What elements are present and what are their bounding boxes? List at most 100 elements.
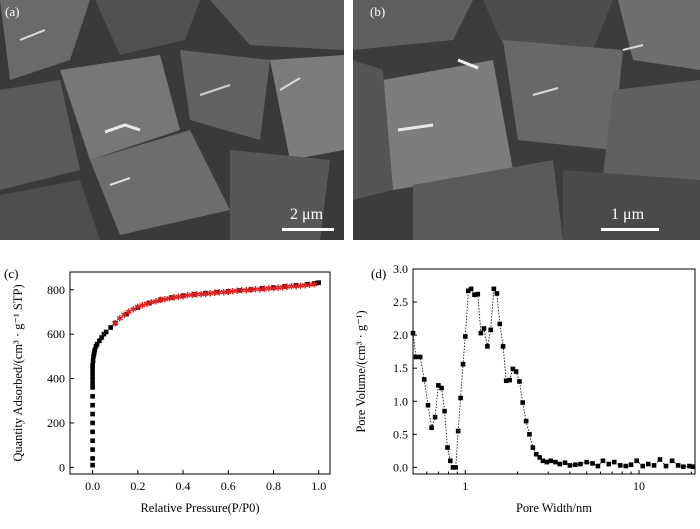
data-point-star: ✱ <box>301 281 309 291</box>
data-point <box>192 292 197 297</box>
y-tick-label: 600 <box>47 327 65 341</box>
y-axis-label: Quantity Adsorbed/(cm³ · g⁻¹ STP) <box>11 284 25 461</box>
data-point-star: ✱ <box>229 286 237 296</box>
data-point <box>669 458 675 464</box>
data-point-star: ✱ <box>179 291 187 301</box>
data-point <box>248 287 254 292</box>
data-point <box>468 286 474 292</box>
sem-image-b: (b) 1 μm <box>353 0 700 240</box>
data-point-star: ✱ <box>297 281 305 291</box>
data-point <box>169 295 175 300</box>
data-point <box>282 284 288 289</box>
data-point-star: ✱ <box>215 287 223 297</box>
data-point <box>429 425 434 431</box>
data-point <box>497 321 503 327</box>
data-point <box>523 418 529 424</box>
pore-distribution-chart: 0.0 0.5 1.0 1.5 2.0 2.5 3.0 1 10 Pore Width/nm Por… <box>354 262 696 515</box>
y-tick-label: 400 <box>47 372 65 386</box>
data-point <box>90 402 95 408</box>
data-point <box>690 464 696 470</box>
data-point <box>92 347 98 352</box>
data-point <box>293 283 299 288</box>
data-point <box>448 458 453 464</box>
data-point <box>271 285 276 290</box>
data-point <box>158 297 163 303</box>
data-point <box>417 354 423 360</box>
data-point <box>617 463 623 468</box>
data-point <box>527 432 532 437</box>
data-point <box>651 463 657 468</box>
data-point <box>90 462 95 468</box>
y-tick-label: 0 <box>59 460 65 474</box>
y-tick-label: 800 <box>47 283 65 297</box>
data-point <box>578 461 583 467</box>
data-point-star: ✱ <box>220 287 228 297</box>
y-tick-label: 2.5 <box>393 295 408 309</box>
data-point <box>517 379 522 384</box>
data-point <box>146 300 152 306</box>
data-point <box>316 280 321 285</box>
data-point-star: ✱ <box>175 292 183 302</box>
data-point-star: ✱ <box>243 285 251 295</box>
data-point-star: ✱ <box>211 288 219 298</box>
data-point <box>99 335 104 340</box>
data-point <box>225 289 231 294</box>
data-point <box>112 320 118 326</box>
data-point <box>663 463 669 469</box>
data-point <box>90 367 95 372</box>
y-tick-label: 2.0 <box>393 328 408 342</box>
data-point <box>90 362 95 368</box>
scale-bar-b <box>601 228 659 231</box>
data-point <box>590 461 595 466</box>
data-point <box>573 462 578 468</box>
data-point <box>462 334 468 339</box>
data-point-star: ✱ <box>139 300 147 310</box>
data-point-star: ✱ <box>148 297 156 307</box>
data-point <box>675 463 681 468</box>
y-axis-label: Pore Volume/(cm³ · g⁻¹) <box>354 310 368 432</box>
data-point-star: ✱ <box>279 282 287 292</box>
data-point <box>90 358 96 364</box>
data-point <box>94 341 100 347</box>
data-point <box>687 463 692 469</box>
data-point <box>478 330 484 336</box>
data-point-star: ✱ <box>120 310 128 320</box>
data-point <box>90 376 95 381</box>
data-point-star: ✱ <box>288 282 296 292</box>
data-point-star: ✱ <box>247 285 255 295</box>
data-point-star: ✱ <box>197 289 205 299</box>
data-point-star: ✱ <box>157 295 165 305</box>
data-point <box>458 395 463 401</box>
data-point-star: ✱ <box>238 286 246 296</box>
panel-label-a: (a) <box>5 4 20 19</box>
data-point-star: ✱ <box>252 285 260 295</box>
data-point <box>439 385 444 391</box>
data-point <box>530 445 536 450</box>
x-tick-label: 0.8 <box>266 479 281 493</box>
data-point-star: ✱ <box>234 286 242 296</box>
data-point <box>553 459 558 465</box>
data-point <box>108 325 113 330</box>
data-point <box>548 458 553 464</box>
data-point-star: ✱ <box>184 291 192 301</box>
data-point <box>103 329 109 335</box>
data-point <box>436 383 441 388</box>
data-point <box>465 288 471 294</box>
data-point <box>425 402 431 408</box>
y-tick-label: 1.0 <box>393 394 408 408</box>
x-tick-label: 1 <box>462 479 468 493</box>
data-point <box>634 458 640 464</box>
data-point <box>450 465 456 470</box>
data-point-star: ✱ <box>265 284 273 294</box>
x-tick-label: 1.0 <box>311 479 326 493</box>
data-point <box>657 457 663 462</box>
plot-frame <box>412 268 696 475</box>
data-point <box>481 326 487 331</box>
data-point <box>460 361 466 367</box>
data-point-star: ✱ <box>224 287 232 297</box>
data-point <box>90 420 95 426</box>
data-point <box>455 428 461 434</box>
data-point <box>90 394 95 399</box>
data-point-star: ✱ <box>261 284 269 294</box>
data-point <box>595 463 601 469</box>
